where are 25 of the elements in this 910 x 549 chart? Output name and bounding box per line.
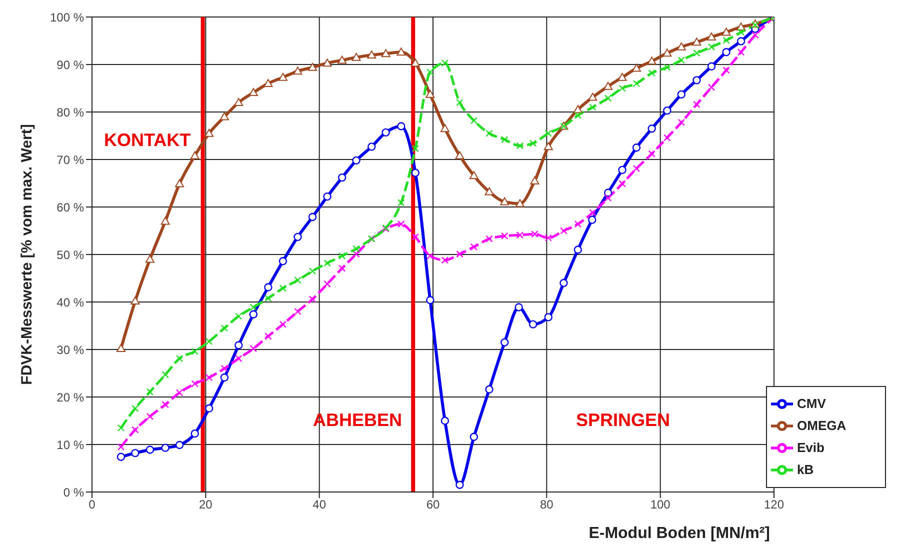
y-tick-label: 0 %	[63, 485, 84, 500]
legend-label: OMEGA	[797, 418, 846, 434]
y-tick-label: 30 %	[56, 342, 84, 357]
y-tick-label: 60 %	[56, 200, 84, 214]
x-tick-label: 100	[650, 498, 671, 512]
x-tick-label: 60	[426, 498, 440, 512]
y-tick-label: 40 %	[56, 295, 84, 310]
y-tick-label: 80 %	[56, 105, 84, 120]
y-axis-title: FDVK-Messwerte [% vom max. Wert]	[18, 124, 36, 385]
y-tick-label: 90 %	[56, 58, 84, 72]
y-tick-label: 20 %	[56, 390, 84, 404]
y-tick-label: 100 %	[50, 10, 84, 24]
x-tick-label: 120	[764, 498, 784, 512]
y-tick-label: 50 %	[56, 248, 84, 262]
x-tick-label: 20	[198, 498, 213, 512]
legend-label: CMV	[797, 396, 826, 412]
x-tick-label: 40	[312, 498, 326, 512]
legend-label: Evib	[797, 440, 824, 456]
y-tick-label: 70 %	[56, 152, 84, 167]
x-tick-label: 80	[540, 498, 554, 512]
annotation: KONTAKT	[104, 130, 191, 151]
y-tick-label: 10 %	[56, 438, 84, 452]
x-tick-label: 0	[88, 498, 96, 512]
legend-label: kB	[797, 462, 814, 478]
x-axis-title: E-Modul Boden [MN/m²]	[588, 525, 770, 542]
